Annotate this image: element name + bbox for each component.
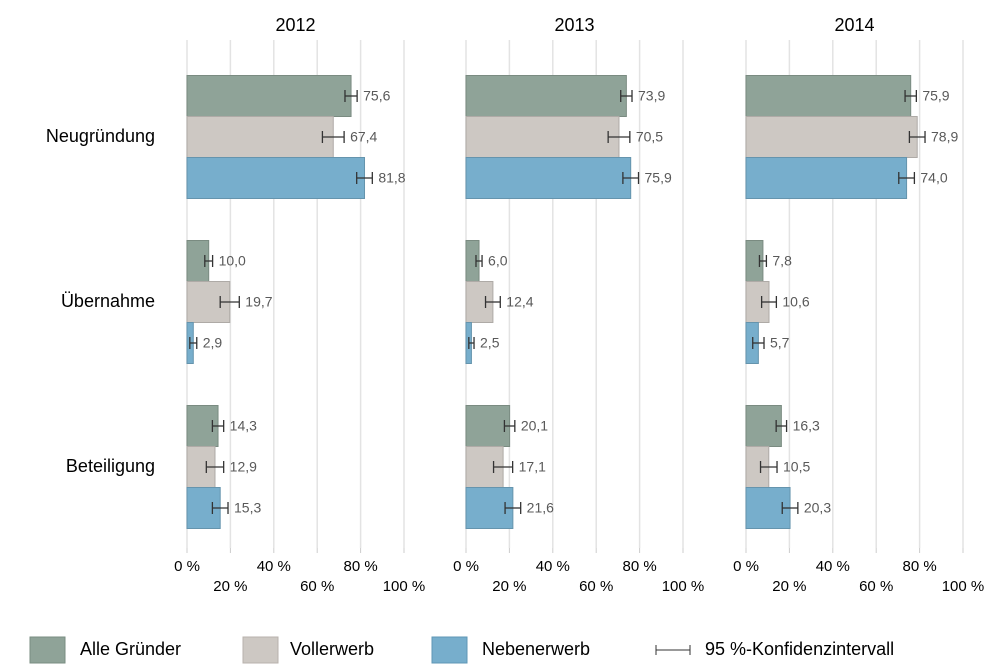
legend-swatch: [29, 636, 66, 664]
category-label: Neugründung: [46, 126, 155, 146]
error-bar: [503, 420, 516, 432]
bar: [186, 157, 366, 199]
value-label: 78,9: [931, 129, 958, 145]
value-label: 75,9: [922, 88, 949, 104]
value-label: 21,6: [527, 500, 554, 516]
value-label: 12,9: [230, 459, 257, 475]
error-bar: [908, 131, 926, 143]
value-label: 81,8: [378, 170, 405, 186]
x-tick-label: 0 %: [174, 558, 200, 575]
category-label: Übernahme: [61, 291, 155, 311]
error-bar: [219, 296, 240, 308]
value-label: 67,4: [350, 129, 377, 145]
error-bar: [607, 131, 631, 143]
value-label: 75,6: [363, 88, 390, 104]
error-bar: [484, 296, 501, 308]
value-label: 2,5: [480, 335, 500, 351]
error-bar: [205, 461, 225, 473]
error-bar: [475, 255, 483, 267]
bar: [745, 116, 918, 158]
value-label: 7,8: [772, 253, 792, 269]
x-tick-label: 60 %: [579, 578, 613, 595]
x-tick-label: 20 %: [492, 578, 526, 595]
error-bar: [189, 337, 198, 349]
x-tick-label: 20 %: [213, 578, 247, 595]
error-bar: [758, 255, 768, 267]
value-label: 20,1: [521, 418, 548, 434]
legend-label: Vollerwerb: [290, 639, 374, 659]
legend-swatch: [431, 636, 468, 664]
value-label: 10,6: [782, 294, 809, 310]
x-tick-label: 20 %: [772, 578, 806, 595]
legend-ci-symbol: [655, 645, 691, 655]
x-tick-label: 80 %: [343, 558, 377, 575]
value-label: 15,3: [234, 500, 261, 516]
error-bar: [356, 172, 373, 184]
value-label: 5,7: [770, 335, 790, 351]
error-bar: [468, 337, 475, 349]
bar: [465, 405, 511, 447]
bar: [745, 157, 908, 199]
value-label: 19,7: [245, 294, 272, 310]
error-bar: [904, 90, 917, 102]
x-tick-label: 40 %: [816, 558, 850, 575]
value-label: 20,3: [804, 500, 831, 516]
legend-label: Alle Gründer: [80, 639, 181, 659]
x-tick-label: 60 %: [859, 578, 893, 595]
value-label: 10,5: [783, 459, 810, 475]
x-tick-label: 40 %: [257, 558, 291, 575]
error-bar: [504, 502, 522, 514]
value-label: 17,1: [519, 459, 546, 475]
bar: [745, 75, 912, 117]
error-bar: [760, 296, 778, 308]
error-bar: [898, 172, 916, 184]
x-tick-label: 0 %: [453, 558, 479, 575]
error-bar: [321, 131, 345, 143]
x-tick-label: 100 %: [383, 578, 426, 595]
value-label: 74,0: [920, 170, 947, 186]
error-bar: [344, 90, 358, 102]
error-bar: [775, 420, 788, 432]
error-bar: [752, 337, 765, 349]
bar: [465, 157, 632, 199]
legend-label: 95 %-Konfidenzintervall: [705, 639, 894, 659]
panel-title: 2013: [554, 15, 594, 35]
x-tick-label: 100 %: [662, 578, 705, 595]
panel-title: 2014: [834, 15, 874, 35]
error-bar: [204, 255, 214, 267]
error-bar: [620, 90, 633, 102]
error-bar: [759, 461, 778, 473]
error-bar: [211, 502, 229, 514]
error-bar: [211, 420, 225, 432]
panel-title: 2012: [275, 15, 315, 35]
value-label: 6,0: [488, 253, 508, 269]
value-label: 10,0: [219, 253, 246, 269]
x-tick-label: 0 %: [733, 558, 759, 575]
error-bar: [492, 461, 514, 473]
value-label: 70,5: [636, 129, 663, 145]
value-label: 73,9: [638, 88, 665, 104]
value-label: 75,9: [645, 170, 672, 186]
value-label: 14,3: [230, 418, 257, 434]
bar: [465, 75, 627, 117]
bar: [186, 75, 352, 117]
category-label: Beteiligung: [66, 456, 155, 476]
x-tick-label: 80 %: [902, 558, 936, 575]
error-bar: [622, 172, 640, 184]
legend-swatch: [242, 636, 279, 664]
value-label: 12,4: [506, 294, 533, 310]
bar: [465, 116, 620, 158]
x-tick-label: 60 %: [300, 578, 334, 595]
bar: [186, 116, 334, 158]
x-tick-label: 40 %: [536, 558, 570, 575]
x-tick-label: 80 %: [622, 558, 656, 575]
value-label: 2,9: [203, 335, 223, 351]
value-label: 16,3: [793, 418, 820, 434]
legend-label: Nebenerwerb: [482, 639, 590, 659]
x-tick-label: 100 %: [942, 578, 985, 595]
error-bar: [781, 502, 799, 514]
